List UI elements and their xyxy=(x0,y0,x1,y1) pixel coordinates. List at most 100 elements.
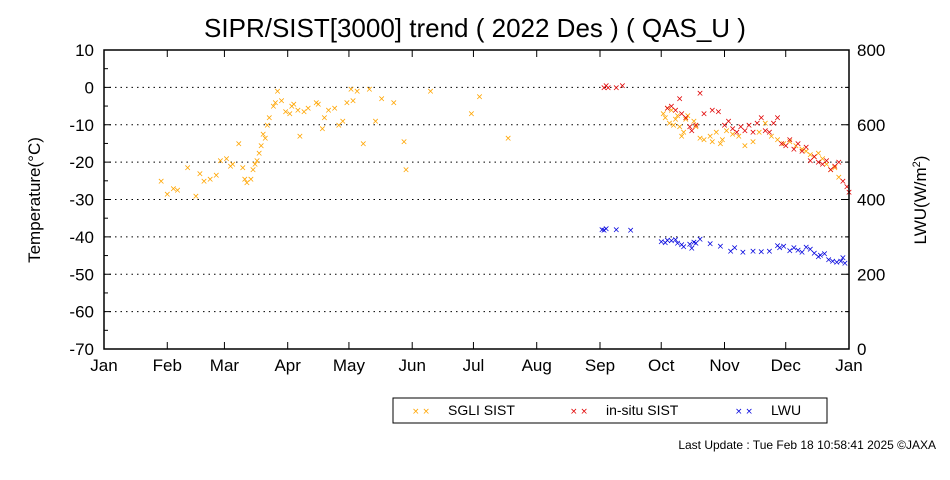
point-2-9: × xyxy=(672,235,680,245)
point-0-50: × xyxy=(349,96,357,106)
point-0-61: × xyxy=(476,93,484,103)
legend: × × SGLI SIST × × in-situ SIST × × LWU xyxy=(392,397,828,424)
point-0-64: × xyxy=(662,113,670,123)
point-2-28: × xyxy=(780,242,788,252)
point-2-22: × xyxy=(739,248,747,258)
point-2-25: × xyxy=(766,247,774,257)
point-0-98: × xyxy=(802,147,810,157)
x-tick-label-8: Sep xyxy=(585,356,615,375)
y-tick-label-6: -50 xyxy=(69,265,94,284)
point-0-78: × xyxy=(696,134,704,144)
point-0-70: × xyxy=(674,111,682,121)
point-0-14: × xyxy=(235,139,243,149)
point-2-41: × xyxy=(833,258,841,268)
point-0-76: × xyxy=(690,117,698,127)
x-tick-label-5: Jun xyxy=(398,356,425,375)
point-1-5: × xyxy=(664,104,672,114)
point-0-47: × xyxy=(339,117,347,127)
point-1-48: × xyxy=(843,182,851,192)
point-0-104: × xyxy=(827,166,835,176)
point-0-34: × xyxy=(288,102,296,112)
x-tick-label-12: Jan xyxy=(835,356,862,375)
point-1-37: × xyxy=(798,147,806,157)
point-2-7: × xyxy=(664,236,672,246)
point-0-93: × xyxy=(774,136,782,146)
last-update-text: Last Update : Tue Feb 18 10:58:41 2025 ©… xyxy=(678,438,936,452)
point-1-17: × xyxy=(715,108,723,118)
point-1-47: × xyxy=(839,177,847,187)
legend-marker-0: × × xyxy=(412,407,430,417)
point-2-42: × xyxy=(837,257,845,267)
point-2-15: × xyxy=(690,238,698,248)
series-2: ××× × ×××××××××××××× × × ×× × × × ×××××××××××××××… xyxy=(598,225,848,269)
point-0-40: × xyxy=(313,98,321,108)
point-0-53: × xyxy=(366,85,374,95)
y-tick-label-0: 10 xyxy=(75,41,94,60)
point-0-90: × xyxy=(755,128,763,138)
point-0-48: × xyxy=(343,98,351,108)
point-0-88: × xyxy=(741,141,749,151)
point-0-43: × xyxy=(321,113,329,123)
point-0-87: × xyxy=(735,132,743,142)
point-2-12: × xyxy=(680,243,688,253)
point-0-89: × xyxy=(749,138,757,148)
point-1-8: × xyxy=(676,95,684,105)
point-1-0: × xyxy=(600,83,608,93)
point-1-16: × xyxy=(708,106,716,116)
point-0-59: × xyxy=(427,87,435,97)
point-2-38: × xyxy=(821,249,829,259)
x-tick-label-9: Oct xyxy=(648,356,675,375)
point-0-4: × xyxy=(184,164,192,174)
y2-axis-label-end: ) xyxy=(911,156,930,162)
point-1-9: × xyxy=(678,110,686,120)
point-0-58: × xyxy=(402,166,410,176)
point-0-65: × xyxy=(664,104,672,114)
point-2-4: × xyxy=(627,226,635,236)
point-1-27: × xyxy=(757,113,765,123)
point-0-57: × xyxy=(400,138,408,148)
point-0-54: × xyxy=(372,117,380,127)
point-1-44: × xyxy=(827,166,835,176)
y-tick-label-3: -20 xyxy=(69,153,94,172)
point-1-6: × xyxy=(668,102,676,112)
point-1-32: × xyxy=(778,139,786,149)
point-1-24: × xyxy=(745,121,753,131)
point-1-33: × xyxy=(782,141,790,151)
point-1-20: × xyxy=(729,124,737,134)
point-1-43: × xyxy=(823,156,831,166)
point-1-12: × xyxy=(688,126,696,136)
point-0-1: × xyxy=(164,190,172,200)
x-tick-label-3: Apr xyxy=(274,356,301,375)
y2-axis-label: LWU(W/m2) xyxy=(911,156,930,245)
grid-lines xyxy=(104,86,849,313)
point-2-6: × xyxy=(662,238,670,248)
point-0-92: × xyxy=(768,132,776,142)
point-0-42: × xyxy=(319,124,327,134)
point-0-75: × xyxy=(684,111,692,121)
point-1-23: × xyxy=(741,126,749,136)
series-0: ××××××××××××××××××××××××××××××××××××××××… xyxy=(157,85,842,202)
point-1-25: × xyxy=(749,128,757,138)
point-2-36: × xyxy=(815,252,823,262)
y-tick-label-7: -60 xyxy=(69,303,94,322)
point-1-1: × xyxy=(602,82,610,92)
point-0-73: × xyxy=(680,128,688,138)
point-1-36: × xyxy=(794,139,802,149)
y-axis-left: 10 0 -10 -20 -30 -40 -50 -60 -70 xyxy=(69,41,111,359)
point-0-36: × xyxy=(294,106,302,116)
point-2-1: × xyxy=(600,226,608,236)
point-2-17: × xyxy=(696,235,704,245)
point-1-30: × xyxy=(770,119,778,129)
point-0-33: × xyxy=(286,110,294,120)
point-0-56: × xyxy=(390,98,398,108)
point-2-34: × xyxy=(806,245,814,255)
point-1-46: × xyxy=(835,158,843,168)
point-1-22: × xyxy=(737,123,745,133)
point-1-4: × xyxy=(619,82,627,92)
legend-marker-1: × × xyxy=(570,407,588,417)
point-1-18: × xyxy=(721,121,729,131)
point-0-46: × xyxy=(335,121,343,131)
point-1-15: × xyxy=(700,110,708,120)
point-0-28: × xyxy=(270,102,278,112)
